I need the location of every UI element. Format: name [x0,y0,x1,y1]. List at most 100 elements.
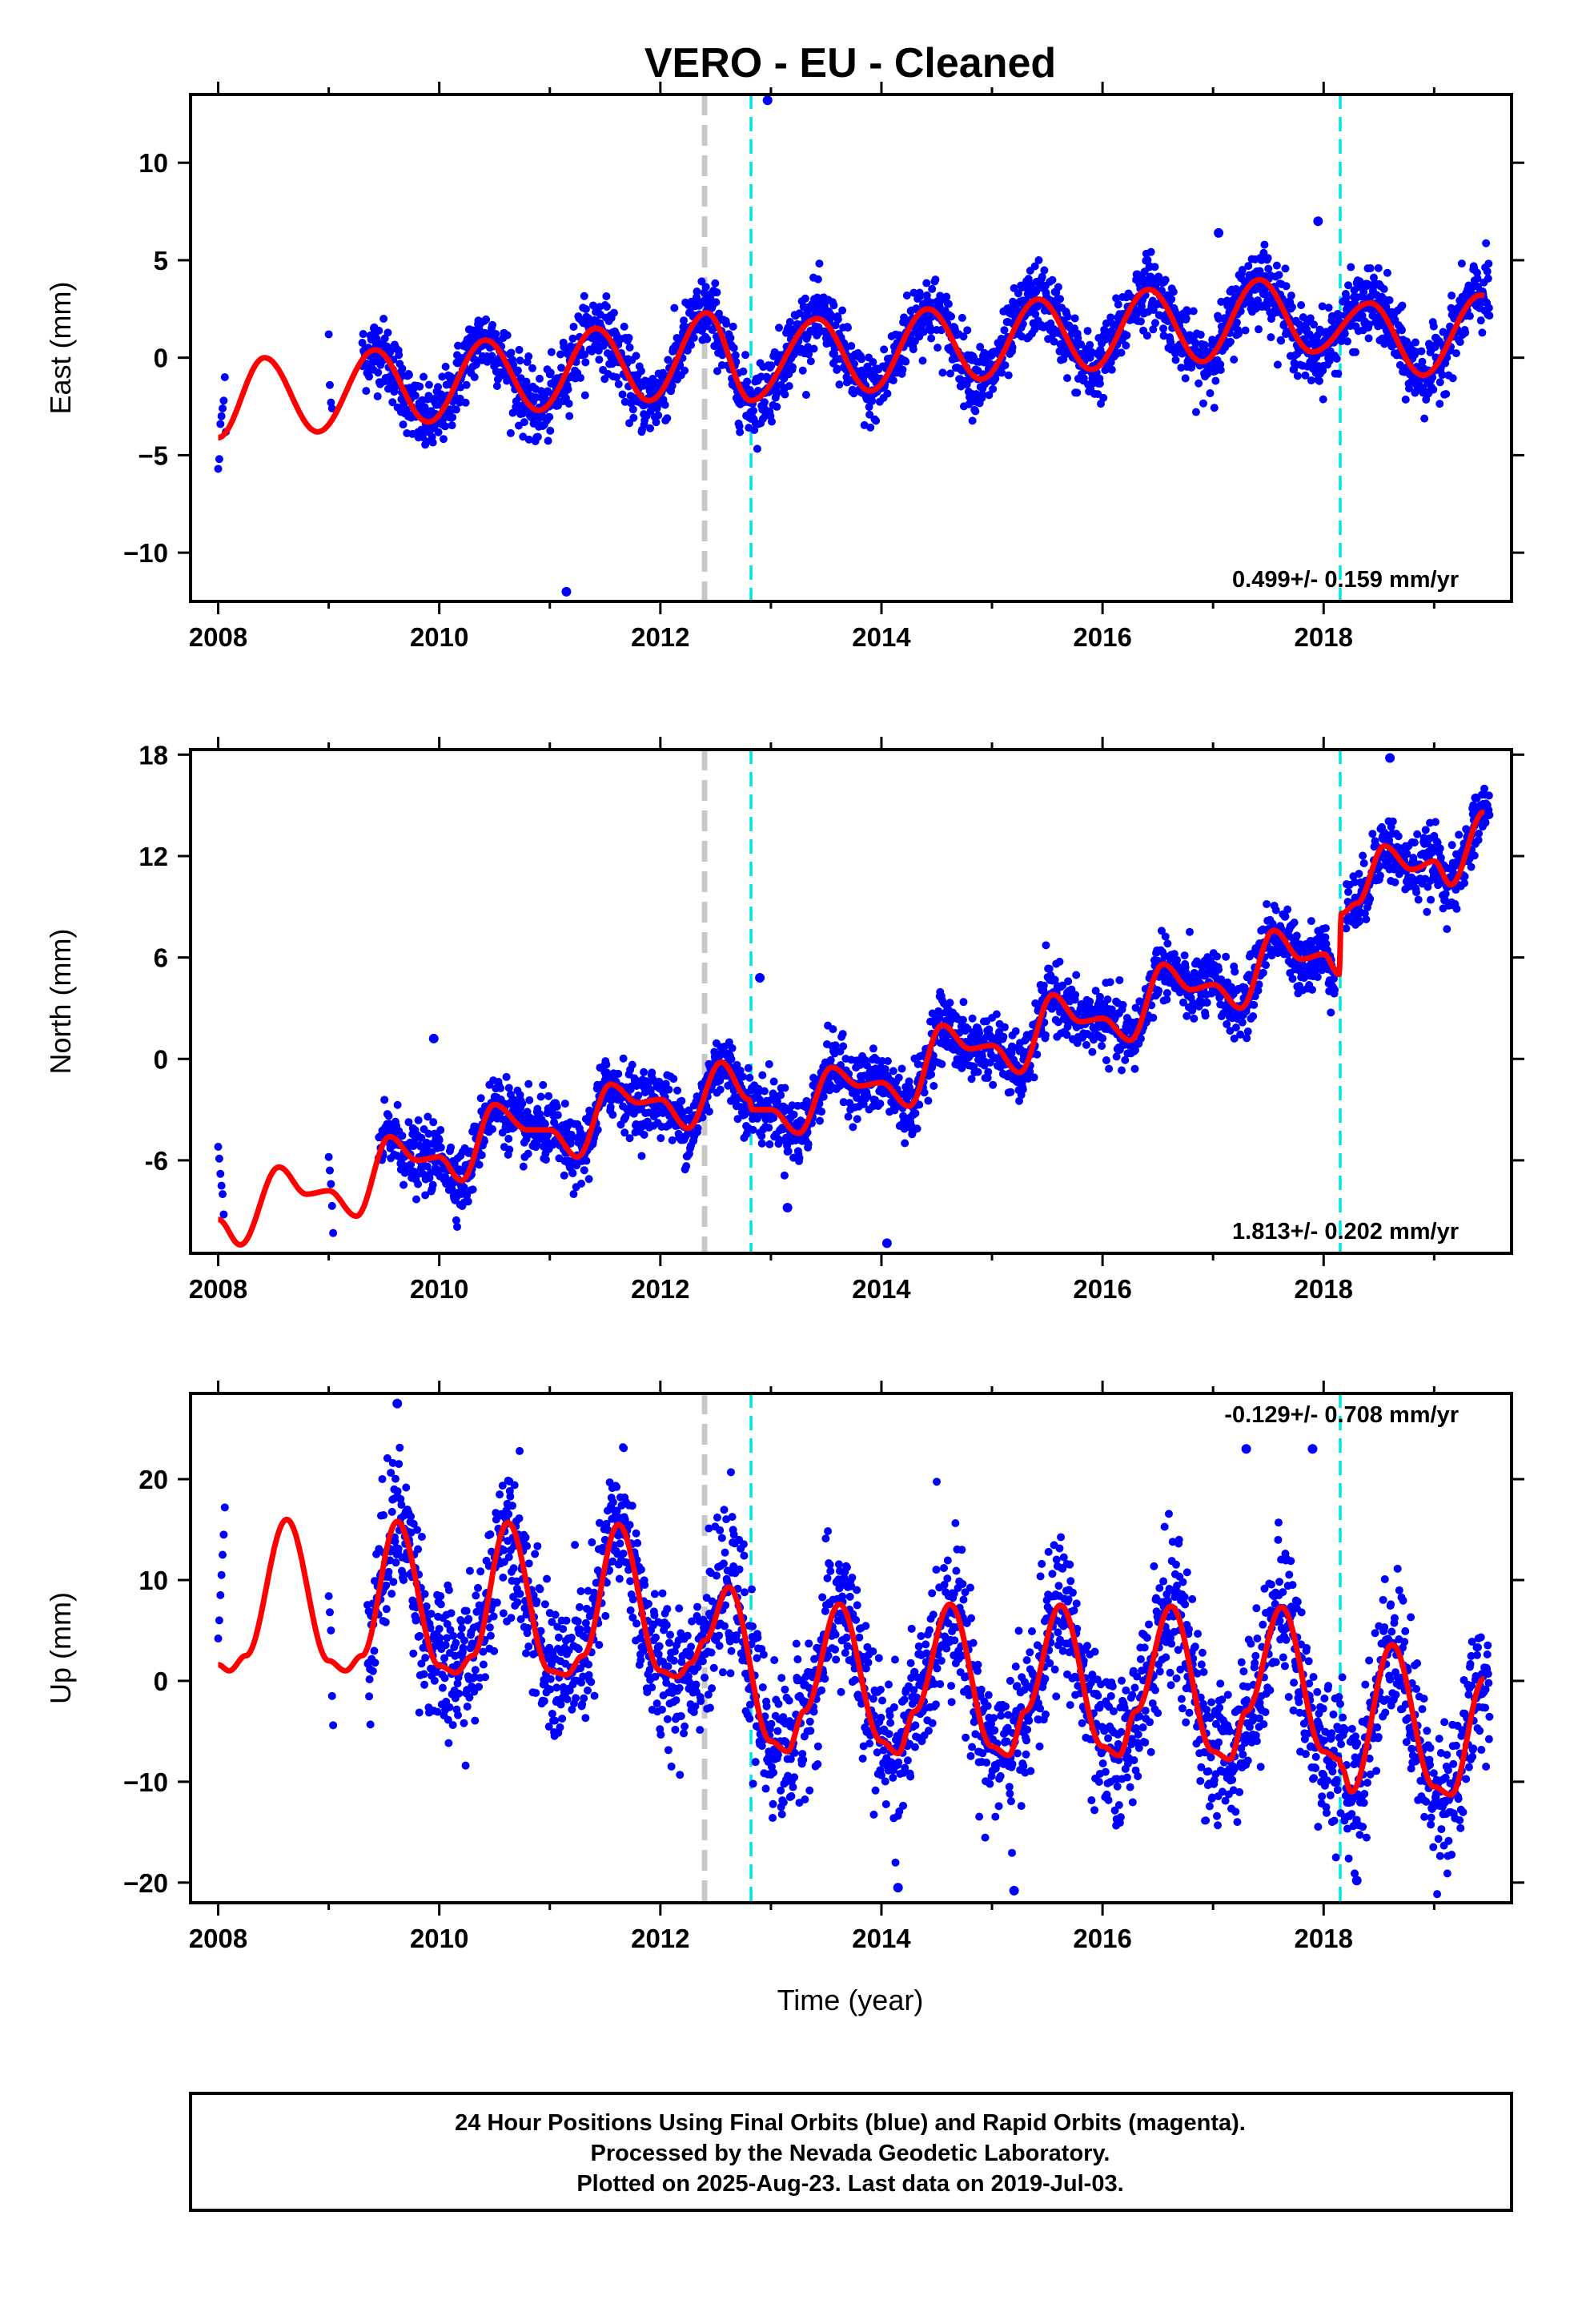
data-point [1203,998,1211,1007]
data-point [789,1110,798,1119]
data-point [536,1092,545,1101]
data-point [1281,264,1290,273]
data-point [1405,384,1414,393]
data-point [1282,282,1291,291]
data-point [1048,275,1057,284]
data-point [1255,325,1263,334]
data-point [388,398,397,407]
plot-area [191,750,1512,1253]
data-point [1473,274,1482,283]
data-point [448,421,456,430]
data-point [1056,295,1065,304]
data-point [664,356,673,364]
data-point [750,426,759,435]
data-point [738,1072,747,1081]
data-point [835,380,844,389]
data-point [909,345,917,354]
data-point [436,1143,445,1152]
data-point [789,350,798,359]
data-point [654,411,663,420]
data-point [515,345,524,354]
data-point [1263,254,1272,263]
data-point [1259,968,1267,977]
x-tick-label: 2018 [1295,622,1353,652]
data-point [428,438,437,447]
data-point [697,277,706,286]
data-point [546,368,555,377]
data-point [849,1123,857,1132]
data-point [1150,263,1159,271]
data-point [809,344,818,353]
data-point [804,1140,813,1148]
data-point [1476,316,1485,325]
data-point [909,288,918,297]
data-point [703,335,712,344]
data-point [1149,1013,1158,1022]
data-point [476,1094,485,1103]
data-point [564,385,572,394]
data-point [1250,1000,1259,1009]
data-point [602,1060,611,1069]
data-point [1122,331,1131,340]
data-point [1154,987,1163,995]
data-point [1107,365,1116,374]
data-point [1288,975,1297,983]
data-point [553,1111,562,1120]
data-point [1161,932,1170,941]
data-point [524,435,533,444]
data-point [1130,1064,1139,1073]
data-point [1118,1066,1126,1075]
data-point [682,1162,691,1171]
data-point [1448,374,1457,383]
data-point [1030,262,1039,271]
data-point [866,423,875,432]
data-point [1238,1018,1247,1027]
data-point [1243,1034,1251,1043]
data-point [1077,340,1086,348]
data-point [528,364,536,372]
data-point [1275,271,1283,279]
data-point [1327,1008,1335,1017]
data-point [1452,349,1460,358]
data-point [1177,364,1186,372]
data-point [963,326,972,335]
data-point [736,428,745,436]
data-point [359,330,367,339]
data-point [429,1118,438,1127]
data-point [395,351,404,360]
data-point [772,390,781,399]
data-point [608,1110,617,1119]
data-point [636,367,645,376]
data-point [1098,1042,1106,1051]
data-point [1102,1055,1110,1064]
data-point [545,412,554,421]
data-point [219,1190,227,1199]
data-point [544,436,552,445]
data-point [1122,341,1130,350]
data-point [524,352,533,360]
data-point [976,343,985,352]
data-point [1383,268,1391,277]
data-point [513,366,522,375]
data-point [958,313,966,322]
data-point [1482,239,1491,247]
data-point [1313,973,1322,982]
data-point [533,432,542,441]
data-point [602,303,611,312]
data-point [839,1042,848,1051]
data-point [1118,1000,1127,1009]
data-point [1435,378,1444,387]
data-point [889,1067,897,1076]
y-tick-label: −10 [123,538,168,568]
data-point [897,1064,906,1073]
data-point [329,1228,338,1237]
data-point [580,1166,588,1175]
data-point [1301,371,1310,380]
data-point [968,1014,977,1023]
data-point [1351,348,1360,356]
data-point [215,1154,223,1163]
data-point [1215,965,1223,974]
data-point [1086,340,1094,349]
data-point [456,394,464,403]
